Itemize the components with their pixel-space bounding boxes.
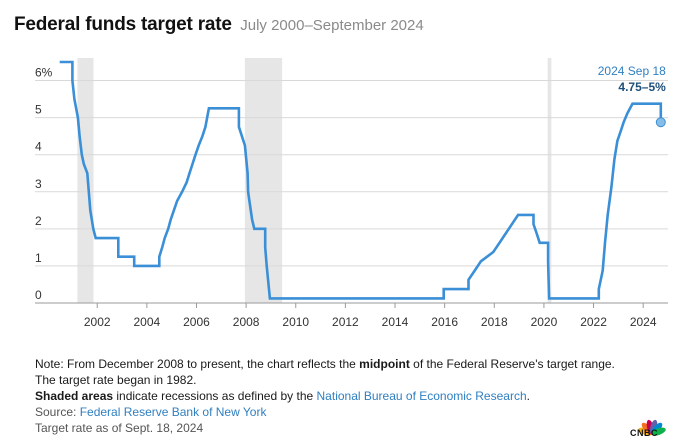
end-point-marker (655, 117, 666, 128)
chart-subtitle: July 2000–September 2024 (240, 17, 424, 34)
x-tick-label: 2022 (580, 315, 607, 329)
y-tick-label: 1 (35, 251, 42, 265)
line-chart: 0 1 2 3 4 5 6% 2002 2004 2006 2008 2010 2012 2014 201… (35, 58, 668, 329)
shaded-areas-label: Shaded areas (35, 389, 114, 403)
y-tick-label: 3 (35, 177, 42, 191)
x-tick-label: 2024 (630, 315, 657, 329)
x-tick-label: 2010 (282, 315, 309, 329)
cnbc-wordmark: CNBC (630, 428, 658, 438)
x-tick-label: 2012 (332, 315, 359, 329)
x-axis: 2002 2004 2006 2008 2010 2012 2014 2016 2018 2020… (84, 303, 657, 329)
chart-title: Federal funds target rate (14, 14, 232, 35)
series-line (59, 60, 663, 300)
asof-line: Target rate as of Sept. 18, 2024 (35, 421, 204, 435)
y-axis: 0 1 2 3 4 5 6% (35, 66, 53, 302)
recession-band (547, 58, 552, 303)
note-text: Note: From December 2008 to present, the… (35, 357, 360, 371)
x-tick-label: 2008 (233, 315, 260, 329)
annotation-value: 4.75–5% (618, 80, 666, 94)
note-line-2: Shaded areas indicate recessions as defi… (35, 388, 635, 404)
x-tick-label: 2018 (481, 315, 508, 329)
nber-link[interactable]: National Bureau of Economic Research (316, 389, 527, 403)
note-line-1: Note: From December 2008 to present, the… (35, 356, 635, 388)
peacock-feather (651, 427, 666, 436)
y-tick-label: 5 (35, 103, 42, 117)
recession-band (244, 58, 283, 303)
x-tick-label: 2004 (134, 315, 161, 329)
title-row: Federal funds target rate July 2000–Sept… (14, 14, 424, 36)
recession-shading (77, 58, 552, 303)
y-tick-label: 2 (35, 214, 42, 228)
x-tick-label: 2014 (382, 315, 409, 329)
chart-notes: Note: From December 2008 to present, the… (35, 356, 635, 436)
x-tick-label: 2016 (431, 315, 458, 329)
source-label: Source: (35, 405, 80, 419)
source-line: Source: Federal Reserve Bank of New York (35, 404, 635, 420)
annotation: 2024 Sep 18 4.75–5% (598, 64, 666, 128)
note-bold: midpoint (359, 357, 410, 371)
y-tick-label: 0 (35, 288, 42, 302)
x-tick-label: 2006 (183, 315, 210, 329)
y-tick-label: 6% (35, 66, 53, 80)
x-tick-label: 2002 (84, 315, 111, 329)
note-text-end: of the Federal Reserve's target range. T… (35, 357, 615, 387)
rate-line (59, 60, 663, 300)
note-text-2: indicate recessions as defined by the (113, 389, 317, 403)
gridlines (35, 80, 668, 304)
recession-band (77, 58, 94, 303)
annotation-date: 2024 Sep 18 (598, 64, 666, 78)
source-link[interactable]: Federal Reserve Bank of New York (79, 405, 267, 419)
note-period: . (526, 389, 530, 403)
x-tick-label: 2020 (531, 315, 558, 329)
y-tick-label: 4 (35, 140, 42, 154)
cnbc-peacock-icon (638, 419, 666, 436)
